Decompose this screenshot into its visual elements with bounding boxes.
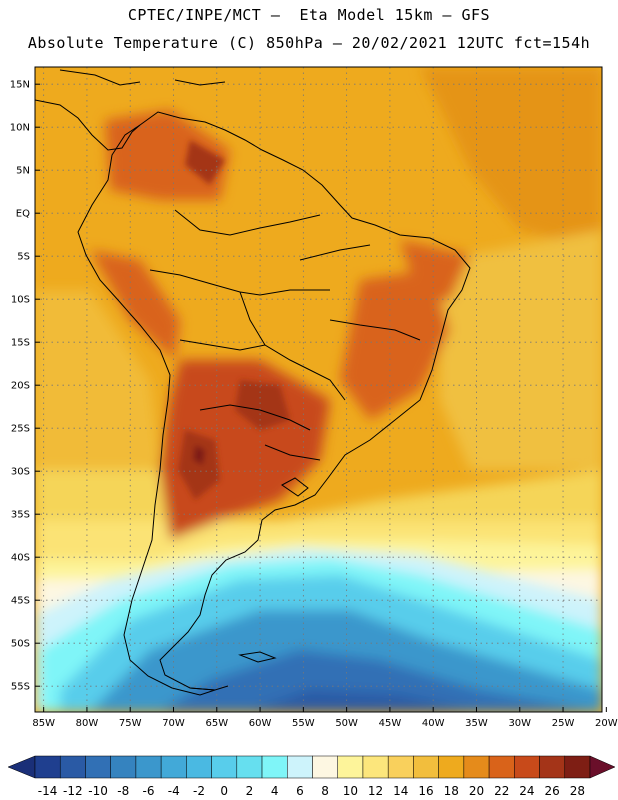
colorbar-label: -12 — [63, 784, 83, 798]
lat-label: 5N — [16, 166, 30, 177]
colorbar-swatch — [236, 755, 263, 779]
lon-label: 80W — [76, 718, 99, 729]
colorbar-swatch — [539, 755, 566, 779]
colorbar-swatch — [488, 755, 515, 779]
coastlines-and-borders — [35, 69, 471, 696]
colorbar-labels: -14 -12 -10 -8 -6 -4 -2 0 2 4 6 8 10 12 14 16 18 20 22 24 26… — [38, 784, 585, 798]
colorbar-label: -10 — [88, 784, 108, 798]
colorbar-swatch — [261, 755, 288, 779]
colorbar-label: 2 — [246, 784, 254, 798]
lat-label: 30S — [11, 467, 30, 478]
colorbar-swatch — [59, 755, 86, 779]
lat-label: 40S — [11, 553, 30, 564]
colorbar-label: 22 — [494, 784, 509, 798]
colorbar-label: 20 — [469, 784, 484, 798]
colorbar-label: 14 — [393, 784, 408, 798]
colorbar-label: 6 — [296, 784, 304, 798]
lon-label: 30W — [508, 718, 531, 729]
colorbar-swatch — [387, 755, 414, 779]
colorbar-swatch — [85, 755, 111, 779]
colorbar-label: 26 — [545, 784, 560, 798]
lon-label: 60W — [249, 718, 272, 729]
lat-label: 10N — [10, 123, 30, 134]
temperature-field — [35, 67, 602, 712]
map-frame — [34, 66, 603, 713]
lat-label: 50S — [11, 639, 30, 650]
lat-label: 15N — [10, 80, 30, 91]
colorbar-label: 12 — [368, 784, 383, 798]
lon-label: 70W — [162, 718, 185, 729]
colorbar-swatch — [463, 755, 490, 779]
lon-label: 50W — [335, 718, 358, 729]
lon-label: 65W — [205, 718, 228, 729]
lon-label: 85W — [32, 718, 55, 729]
lat-label: 10S — [11, 295, 30, 306]
colorbar-swatch — [34, 755, 61, 779]
lon-label: 40W — [422, 718, 445, 729]
colorbar-swatch — [160, 755, 187, 779]
lat-label: 15S — [11, 338, 30, 349]
colorbar-swatch — [564, 755, 591, 779]
header-line-1: CPTEC/INPE/MCT – Eta Model 15km – GFS — [127, 6, 491, 24]
colorbar-swatch — [287, 755, 313, 779]
colorbar-swatch — [514, 755, 540, 779]
colorbar-swatch — [413, 755, 439, 779]
colorbar-swatch — [135, 755, 162, 779]
lon-label: 20W — [595, 718, 618, 729]
colorbar-label: 24 — [519, 784, 534, 798]
lat-lon-grid — [35, 67, 602, 712]
colorbar-label: -8 — [117, 784, 129, 798]
colorbar-label: -14 — [38, 784, 58, 798]
colorbar — [7, 755, 616, 779]
colorbar-high-arrow — [589, 755, 616, 779]
lon-label: 55W — [292, 718, 315, 729]
lon-label: 45W — [379, 718, 402, 729]
colorbar-label: 10 — [343, 784, 358, 798]
colorbar-swatch — [438, 755, 465, 779]
colorbar-label: 0 — [220, 784, 228, 798]
colorbar-low-arrow — [7, 755, 36, 779]
lat-label: 55S — [11, 682, 30, 693]
colorbar-label: 16 — [418, 784, 433, 798]
colorbar-swatch — [211, 755, 238, 779]
colorbar-label: -2 — [193, 784, 205, 798]
colorbar-swatch — [186, 755, 212, 779]
longitude-labels: 85W 80W 75W 70W 65W 60W 55W 50W 45W 40W 35W 30W 25W 2… — [32, 707, 618, 729]
lon-label: 35W — [465, 718, 488, 729]
colorbar-swatch — [337, 755, 364, 779]
colorbar-label: -6 — [143, 784, 155, 798]
colorbar-swatch — [110, 755, 137, 779]
lat-label: 5S — [17, 252, 30, 263]
colorbar-label: 28 — [570, 784, 585, 798]
colorbar-label: 4 — [271, 784, 279, 798]
colorbar-swatch — [312, 755, 338, 779]
latitude-labels: 15N 10N 5N EQ 5S 10S 15S 20S 25S 30S 35S 40S 45S 50S 5… — [10, 80, 40, 693]
lon-label: 75W — [119, 718, 142, 729]
lat-label: EQ — [16, 209, 30, 220]
colorbar-label: 18 — [444, 784, 459, 798]
lat-label: 45S — [11, 596, 30, 607]
lat-label: 25S — [11, 424, 30, 435]
colorbar-label: 8 — [321, 784, 329, 798]
lat-label: 20S — [11, 381, 30, 392]
header-line-2: Absolute Temperature (C) 850hPa – 20/02/… — [27, 34, 591, 52]
lat-label: 35S — [11, 510, 30, 521]
colorbar-label: -4 — [168, 784, 180, 798]
colorbar-swatch — [362, 755, 389, 779]
lon-label: 25W — [552, 718, 575, 729]
